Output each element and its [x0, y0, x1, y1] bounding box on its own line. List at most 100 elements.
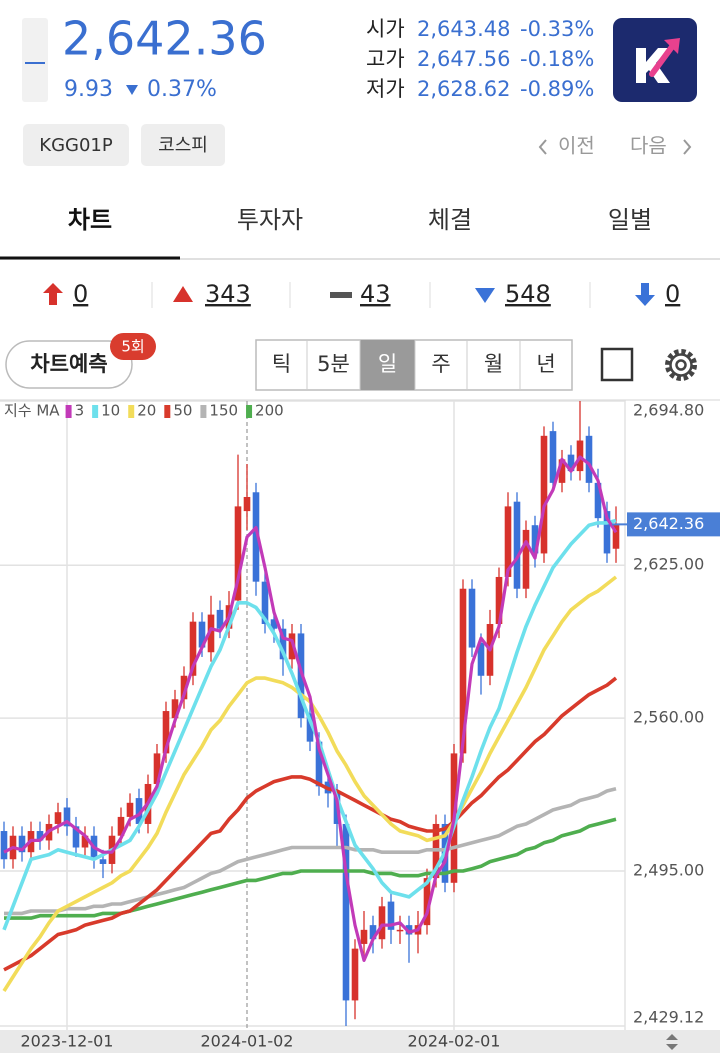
predict-button[interactable]: [5, 340, 133, 389]
count: 343: [205, 280, 251, 308]
candle-body: [261, 581, 269, 625]
count: 0: [665, 280, 680, 308]
stat-pct: -0.89%: [520, 77, 594, 101]
tabs: 차트 투자자 체결 일별: [68, 206, 652, 234]
candle-body: [171, 699, 179, 719]
candle-body: [558, 459, 566, 483]
gauge-icon: [22, 18, 48, 102]
ma-line: [4, 786, 617, 916]
candle-body: [378, 906, 386, 940]
candle-body: [405, 925, 413, 935]
code-chip[interactable]: [23, 124, 129, 166]
legend-swatch: [164, 405, 171, 418]
legend-swatch: [246, 405, 253, 418]
y-tick-label: 2,495.00: [633, 861, 704, 880]
candle-body: [189, 621, 197, 676]
candle-body: [36, 831, 44, 841]
candle-body: [72, 826, 80, 848]
period-button[interactable]: 5분: [317, 352, 350, 376]
tab[interactable]: 체결: [428, 206, 472, 234]
current-price-tag: [627, 512, 720, 537]
legend-swatch: [200, 405, 207, 418]
candle-body: [198, 621, 206, 648]
candle-body: [243, 496, 251, 512]
settings-icon[interactable]: [665, 349, 697, 381]
candle-body: [288, 633, 296, 660]
scroll-down[interactable]: [666, 1044, 678, 1050]
predict-badge-text: 5회: [121, 338, 144, 356]
candle-body: [603, 511, 611, 554]
market-text: 코스피: [158, 135, 208, 156]
y-tick-label: 2,694.80: [633, 401, 704, 420]
index-change: 9.93: [64, 77, 113, 102]
tab[interactable]: 투자자: [237, 206, 303, 234]
candle-body: [207, 614, 215, 653]
next-button[interactable]: 다음: [630, 134, 667, 158]
x-tick-label: 2024-01-02: [201, 1032, 294, 1051]
legend-label: 10: [101, 402, 120, 420]
legend-title: 지수 MA: [4, 402, 60, 420]
fullscreen-icon[interactable]: [600, 347, 634, 382]
candle-body: [522, 529, 530, 589]
gear-body: [669, 353, 693, 377]
lower-limit-icon: [635, 283, 655, 306]
candle-body: [252, 492, 260, 582]
candle-body: [306, 713, 314, 742]
predict-badge: [110, 333, 156, 360]
stat-label: 시가: [366, 17, 405, 41]
period-button[interactable]: 주: [431, 352, 450, 376]
upper-limit-icon: [43, 283, 63, 305]
candle-body: [0, 831, 8, 860]
app-logo[interactable]: [613, 18, 697, 102]
y-tick-label: 2,429.12: [633, 1008, 704, 1027]
legend-label: 150: [209, 402, 238, 420]
ma-lines: [2, 455, 618, 992]
candle-body: [468, 588, 476, 648]
candle-body: [513, 501, 521, 589]
logo-arrowhead: [664, 38, 680, 54]
gear-teeth: [665, 349, 697, 381]
current-price-label: 2,642.36: [633, 514, 704, 533]
stat-value: 2,647.56: [417, 47, 511, 71]
candle-body: [216, 609, 224, 629]
count: 43: [360, 280, 391, 308]
candle-body: [54, 812, 62, 824]
candle-body: [423, 878, 431, 926]
period-button[interactable]: 월: [484, 352, 503, 376]
prev-chevron: [538, 139, 547, 155]
tab[interactable]: 일별: [608, 206, 652, 234]
index-price: 2,642.36: [62, 12, 267, 66]
period-button[interactable]: 틱: [272, 352, 291, 376]
stat-label: 고가: [366, 47, 405, 71]
candle-body: [315, 741, 323, 787]
tab[interactable]: 차트: [68, 206, 112, 234]
stat-pct: -0.18%: [520, 47, 594, 71]
candle-body: [567, 454, 575, 472]
gear-hole: [675, 359, 687, 371]
candle-body: [126, 802, 134, 817]
predict-text: 차트예측: [30, 352, 107, 376]
scroll-up[interactable]: [666, 1034, 678, 1040]
legend: 3 10 20 50 150 200: [65, 402, 284, 420]
x-tick-label: 2024-02-01: [408, 1032, 501, 1051]
candle-body: [135, 798, 143, 824]
rise-icon: [173, 286, 193, 302]
candle-body: [495, 576, 503, 625]
market-chip[interactable]: [141, 124, 225, 166]
candle-body: [342, 823, 350, 1001]
legend-swatch: [65, 405, 72, 418]
candle-body: [477, 642, 485, 676]
period-button[interactable]: 일: [378, 352, 397, 376]
code-text: KGG01P: [39, 135, 113, 156]
candle-body: [117, 816, 125, 836]
candle-body: [369, 925, 377, 940]
candle-body: [387, 901, 395, 930]
prev-button[interactable]: 이전: [558, 134, 595, 158]
candle-body: [63, 807, 71, 827]
next-chevron: [683, 139, 692, 155]
candle-body: [270, 619, 278, 629]
period-button[interactable]: 년: [536, 352, 555, 376]
candle-body: [396, 929, 404, 932]
down-icon: [126, 85, 138, 95]
